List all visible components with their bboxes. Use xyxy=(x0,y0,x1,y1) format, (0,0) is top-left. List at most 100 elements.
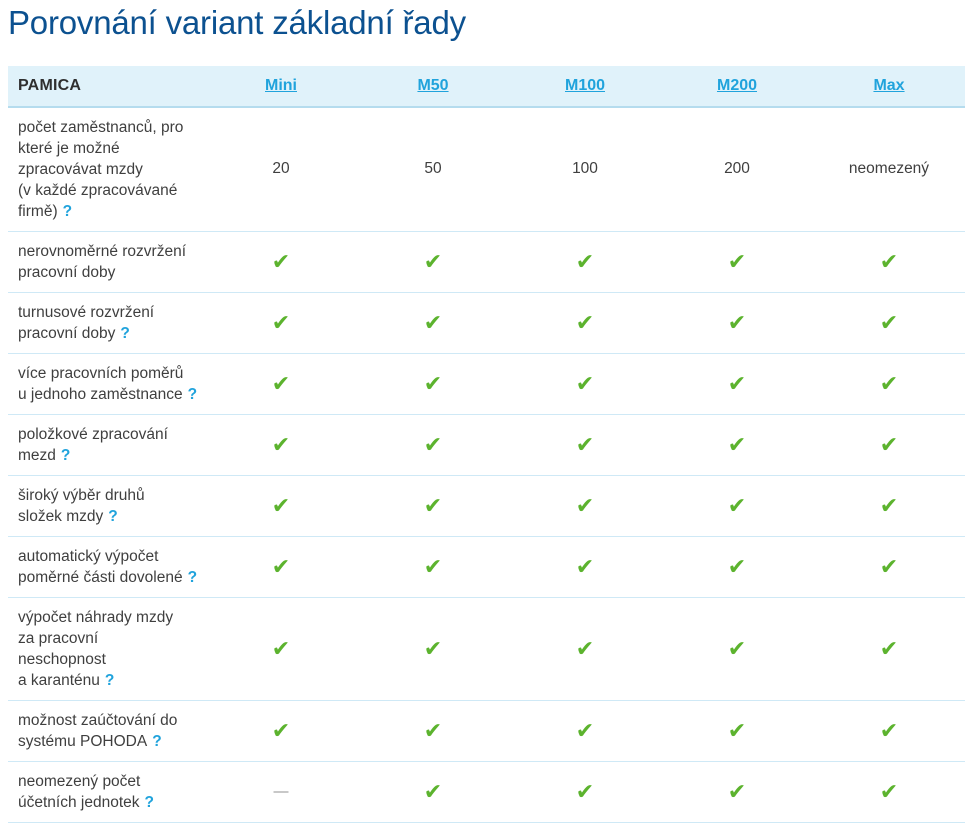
check-icon: ✔ xyxy=(575,778,595,804)
column-header-m50: M50 xyxy=(357,77,509,95)
check-icon: ✔ xyxy=(423,717,443,743)
cell-m200: ✔ xyxy=(661,701,813,761)
page-title: Porovnání variant základní řady xyxy=(8,4,466,41)
cell-max: ✔ xyxy=(813,293,965,353)
help-icon[interactable]: ? xyxy=(62,202,73,220)
check-icon: ✔ xyxy=(575,431,595,457)
check-icon: ✔ xyxy=(271,370,291,396)
cell-mini: ✔ xyxy=(205,598,357,700)
feature-label: nerovnoměrné rozvržení pracovní doby xyxy=(8,232,205,292)
feature-label-text: automatický výpočet poměrné části dovole… xyxy=(18,547,183,586)
product-name: PAMICA xyxy=(18,77,82,95)
cell-mini: ✔ xyxy=(205,293,357,353)
cell-m50: 50 xyxy=(357,108,509,231)
variant-link-m200[interactable]: M200 xyxy=(716,76,758,94)
cell-m200: ✔ xyxy=(661,232,813,292)
cell-mini: — xyxy=(205,762,357,822)
check-icon: ✔ xyxy=(879,309,899,335)
check-icon: ✔ xyxy=(879,492,899,518)
feature-label: více pracovních poměrů u jednoho zaměstn… xyxy=(8,354,205,414)
check-icon: ✔ xyxy=(271,248,291,274)
check-icon: ✔ xyxy=(727,717,747,743)
table-row: turnusové rozvržení pracovní doby? ✔ ✔ ✔… xyxy=(8,293,965,354)
cell-max: ✔ xyxy=(813,476,965,536)
value-text: 20 xyxy=(272,160,290,178)
check-icon: ✔ xyxy=(271,431,291,457)
value-text: 50 xyxy=(424,160,442,178)
cell-mini: 20 xyxy=(205,108,357,231)
feature-label-text: výpočet náhrady mzdy za pracovní neschop… xyxy=(18,608,174,689)
check-icon: ✔ xyxy=(423,492,443,518)
feature-label: položkové zpracování mezd? xyxy=(8,415,205,475)
check-icon: ✔ xyxy=(271,717,291,743)
cell-m50: ✔ xyxy=(357,232,509,292)
variant-link-mini[interactable]: Mini xyxy=(265,76,297,94)
feature-label: možnost zaúčtování do systému POHODA? xyxy=(8,701,205,761)
cell-max: ✔ xyxy=(813,354,965,414)
cell-mini: ✔ xyxy=(205,537,357,597)
cell-m100: ✔ xyxy=(509,701,661,761)
help-icon[interactable]: ? xyxy=(144,793,154,811)
cell-m50: ✔ xyxy=(357,701,509,761)
feature-label-text: široký výběr druhů složek mzdy xyxy=(18,486,145,525)
check-icon: ✔ xyxy=(879,635,899,661)
cell-m100: ✔ xyxy=(509,537,661,597)
column-header-m200: M200 xyxy=(661,77,813,95)
cell-m50: ✔ xyxy=(357,354,509,414)
feature-label: výpočet náhrady mzdy za pracovní neschop… xyxy=(8,598,205,700)
feature-label: automatický výpočet poměrné části dovole… xyxy=(8,537,205,597)
help-icon[interactable]: ? xyxy=(152,732,162,750)
feature-label-text: možnost zaúčtování do systému POHODA xyxy=(18,711,178,750)
cell-mini: ✔ xyxy=(205,701,357,761)
dash-icon: — xyxy=(273,783,289,801)
value-text: 200 xyxy=(724,160,750,178)
variant-link-m100[interactable]: M100 xyxy=(564,76,606,94)
table-row: počet zaměstnanců, pro které je možné zp… xyxy=(8,108,965,232)
value-text: neomezený xyxy=(848,160,930,178)
check-icon: ✔ xyxy=(423,778,443,804)
check-icon: ✔ xyxy=(423,431,443,457)
help-icon[interactable]: ? xyxy=(187,385,198,403)
table-row: neomezený počet účetních jednotek? — ✔ ✔… xyxy=(8,762,965,823)
feature-label-text: položkové zpracování mezd xyxy=(18,425,168,464)
help-icon[interactable]: ? xyxy=(108,507,118,525)
check-icon: ✔ xyxy=(575,553,595,579)
table-header-row: PAMICA Mini M50 M100 M200 Max xyxy=(8,65,965,108)
cell-mini: ✔ xyxy=(205,415,357,475)
table-row: široký výběr druhů složek mzdy? ✔ ✔ ✔ ✔ … xyxy=(8,476,965,537)
cell-mini: ✔ xyxy=(205,476,357,536)
cell-m200: ✔ xyxy=(661,762,813,822)
table-row: možnost zaúčtování do systému POHODA? ✔ … xyxy=(8,701,965,762)
check-icon: ✔ xyxy=(423,553,443,579)
help-icon[interactable]: ? xyxy=(104,671,115,689)
cell-m50: ✔ xyxy=(357,293,509,353)
cell-m50: ✔ xyxy=(357,476,509,536)
cell-m200: ✔ xyxy=(661,476,813,536)
check-icon: ✔ xyxy=(727,492,747,518)
cell-m200: ✔ xyxy=(661,537,813,597)
help-icon[interactable]: ? xyxy=(187,568,198,586)
check-icon: ✔ xyxy=(727,309,747,335)
feature-label: turnusové rozvržení pracovní doby? xyxy=(8,293,205,353)
variant-link-m50[interactable]: M50 xyxy=(417,76,449,94)
feature-label: široký výběr druhů složek mzdy? xyxy=(8,476,205,536)
feature-label: počet zaměstnanců, pro které je možné zp… xyxy=(8,108,205,231)
check-icon: ✔ xyxy=(575,717,595,743)
feature-label: neomezený počet účetních jednotek? xyxy=(8,762,205,822)
cell-m100: ✔ xyxy=(509,354,661,414)
cell-m100: ✔ xyxy=(509,598,661,700)
feature-label-text: více pracovních poměrů u jednoho zaměstn… xyxy=(18,364,184,403)
cell-m100: 100 xyxy=(509,108,661,231)
cell-mini: ✔ xyxy=(205,232,357,292)
help-icon[interactable]: ? xyxy=(120,324,130,342)
check-icon: ✔ xyxy=(879,553,899,579)
cell-m200: 200 xyxy=(661,108,813,231)
cell-max: ✔ xyxy=(813,232,965,292)
cell-max: neomezený xyxy=(813,108,965,231)
variant-link-max[interactable]: Max xyxy=(873,76,905,94)
cell-max: ✔ xyxy=(813,762,965,822)
feature-label-text: nerovnoměrné rozvržení pracovní doby xyxy=(18,242,186,281)
check-icon: ✔ xyxy=(575,492,595,518)
help-icon[interactable]: ? xyxy=(60,446,71,464)
cell-m100: ✔ xyxy=(509,762,661,822)
